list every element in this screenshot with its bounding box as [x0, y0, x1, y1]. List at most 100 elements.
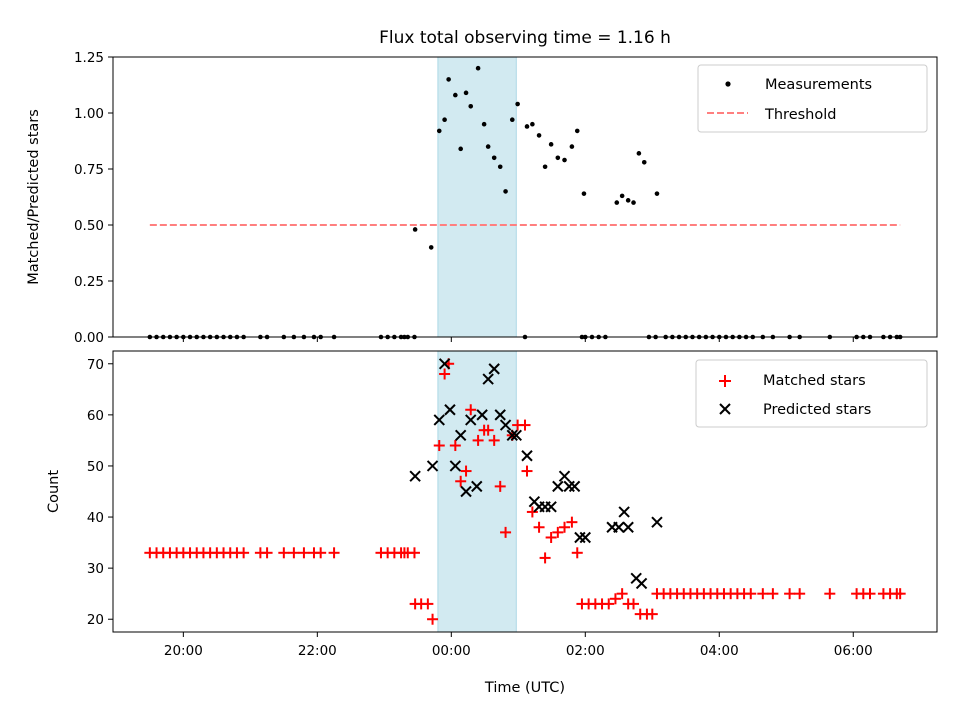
- matched-star-point: [864, 588, 876, 600]
- measurement-point: [463, 90, 469, 96]
- matched-star-point: [559, 521, 571, 533]
- matched-star-point: [500, 526, 512, 538]
- matched-star-point: [539, 552, 551, 564]
- measurement-point: [412, 227, 418, 232]
- matched-star-point: [571, 547, 583, 559]
- predicted-star-point: [482, 373, 494, 385]
- top-y-tick-label: 1.25: [74, 50, 104, 66]
- predicted-stars-points: [409, 358, 663, 590]
- measurement-point: [536, 133, 542, 138]
- matched-star-point: [757, 588, 769, 600]
- measurement-point: [524, 124, 530, 129]
- matched-star-point: [465, 404, 477, 416]
- measurement-point: [614, 200, 620, 205]
- legend-measurements-marker: [725, 81, 731, 87]
- predicted-star-point: [438, 358, 451, 370]
- legend-matched-marker: [719, 375, 731, 387]
- bottom-x-ticks: 20:00 22:00 00:00 02:00 04:00 06:00: [164, 632, 873, 659]
- matched-star-point: [628, 598, 640, 610]
- x-tick-label: 04:00: [700, 643, 739, 659]
- predicted-star-point: [521, 450, 533, 462]
- measurement-point: [491, 155, 497, 161]
- measurement-point: [515, 101, 520, 107]
- measurement-point: [641, 159, 647, 165]
- matched-star-point: [609, 593, 621, 605]
- bottom-y-tick-label: 70: [87, 357, 104, 373]
- measurement-point: [636, 151, 642, 156]
- predicted-star-point: [545, 501, 557, 513]
- bottom-y-ticks: 20 30 40 50 60 70: [87, 357, 113, 628]
- matched-star-point: [894, 588, 906, 600]
- matched-star-point: [449, 440, 461, 452]
- predicted-star-point: [494, 409, 506, 421]
- matched-star-point: [526, 506, 538, 518]
- predicted-star-point: [476, 409, 488, 421]
- matched-star-point: [455, 475, 467, 487]
- measurement-point: [442, 117, 447, 123]
- predicted-star-point: [622, 521, 634, 533]
- measurement-point: [475, 65, 481, 71]
- bottom-panel: 20 30 40 50 60 70 20:00 22:00 00:00 02:00 04:00 06…: [46, 350, 938, 696]
- top-y-tick-label: 0.50: [74, 218, 104, 234]
- top-panel: 0.00 0.25 0.50 0.75 1.00 1.25 Flux total obse…: [26, 28, 938, 346]
- x-tick-label: 02:00: [566, 643, 605, 659]
- matched-star-point: [533, 521, 545, 533]
- bottom-y-tick-label: 50: [87, 459, 104, 475]
- predicted-star-point: [635, 577, 648, 590]
- top-y-tick-label: 0.25: [74, 274, 104, 290]
- matched-star-point: [261, 547, 273, 559]
- matched-star-point: [784, 588, 796, 600]
- bottom-y-axis-label: Count: [46, 470, 62, 513]
- measurement-point: [625, 198, 631, 203]
- predicted-star-point: [510, 429, 522, 442]
- measurement-point: [428, 245, 434, 250]
- matched-star-point: [824, 588, 836, 600]
- top-y-ticks: 0.00 0.25 0.50 0.75 1.00 1.25: [74, 50, 113, 346]
- predicted-star-point: [552, 480, 564, 493]
- legend-threshold-label: Threshold: [764, 107, 836, 123]
- matched-star-point: [552, 526, 564, 538]
- matched-star-point: [482, 424, 494, 436]
- legend-matched-label: Matched stars: [763, 373, 866, 389]
- bottom-y-tick-label: 40: [87, 510, 104, 526]
- predicted-star-point: [618, 506, 630, 518]
- predicted-star-point: [409, 470, 421, 482]
- bottom-y-tick-label: 60: [87, 408, 104, 424]
- matched-star-point: [646, 608, 658, 620]
- matched-star-point: [298, 547, 310, 559]
- matched-star-point: [460, 465, 472, 477]
- measurement-point: [654, 191, 660, 196]
- legend-predicted-label: Predicted stars: [763, 402, 871, 418]
- measurement-point: [468, 103, 474, 109]
- bottom-y-tick-label: 20: [87, 612, 104, 628]
- predicted-star-point: [558, 470, 571, 482]
- measurement-point: [530, 121, 535, 127]
- predicted-star-point: [433, 414, 445, 426]
- measurement-point: [497, 164, 503, 170]
- measurement-point: [555, 155, 561, 161]
- measurement-point: [569, 144, 575, 149]
- chart-title: Flux total observing time = 1.16 h: [379, 28, 671, 48]
- top-legend: Measurements Threshold: [697, 64, 928, 133]
- predicted-star-point: [506, 429, 518, 442]
- predicted-star-point: [460, 485, 472, 498]
- matched-star-point: [439, 368, 451, 380]
- x-tick-label: 20:00: [164, 643, 203, 659]
- predicted-star-point: [488, 363, 500, 375]
- matched-star-point: [545, 531, 557, 543]
- measurement-point: [631, 200, 636, 205]
- predicted-star-point: [579, 531, 591, 544]
- bottom-legend: Matched stars Predicted stars: [695, 359, 928, 428]
- predicted-star-point: [449, 460, 462, 472]
- x-tick-label: 00:00: [432, 643, 471, 659]
- x-tick-label: 06:00: [834, 643, 873, 659]
- predicted-star-point: [651, 516, 663, 528]
- matched-star-point: [278, 547, 290, 559]
- matched-star-point: [519, 419, 531, 431]
- matched-star-point: [767, 588, 779, 600]
- top-x-ticks: [182, 337, 854, 342]
- measurement-point: [619, 193, 625, 199]
- matched-star-point: [288, 547, 300, 559]
- top-axes-frame: [112, 56, 938, 338]
